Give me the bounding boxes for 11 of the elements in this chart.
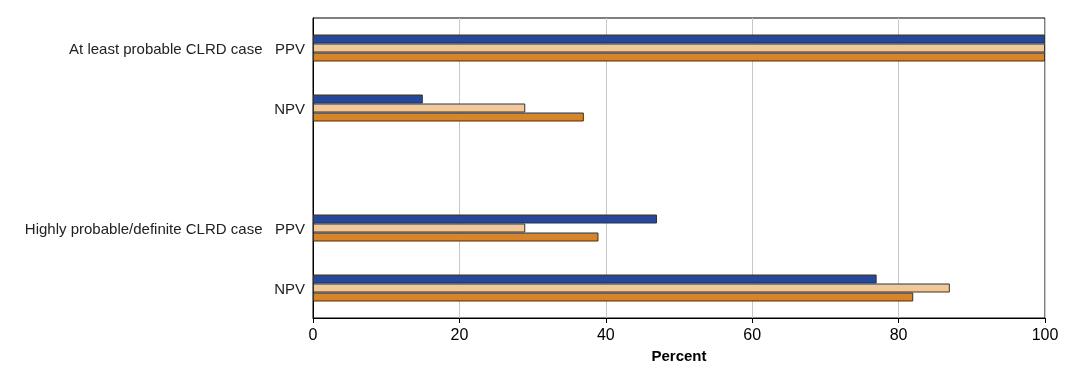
y-tick-label: NPV [274,279,305,297]
x-tick-label: 80 [889,325,908,343]
y-tick-label: Highly probable/definite CLRD case PPV [24,219,305,237]
x-axis-title: Percent [651,347,707,364]
x-tick-label: 40 [596,325,615,343]
x-tick-label: 60 [743,325,762,343]
y-tick-label: At least probable CLRD case PPV [69,39,305,57]
x-tick-label: 20 [450,325,469,343]
y-tick-label: NPV [274,99,305,117]
x-tick-label: 100 [1031,325,1059,343]
x-tick-label: 0 [308,325,318,343]
